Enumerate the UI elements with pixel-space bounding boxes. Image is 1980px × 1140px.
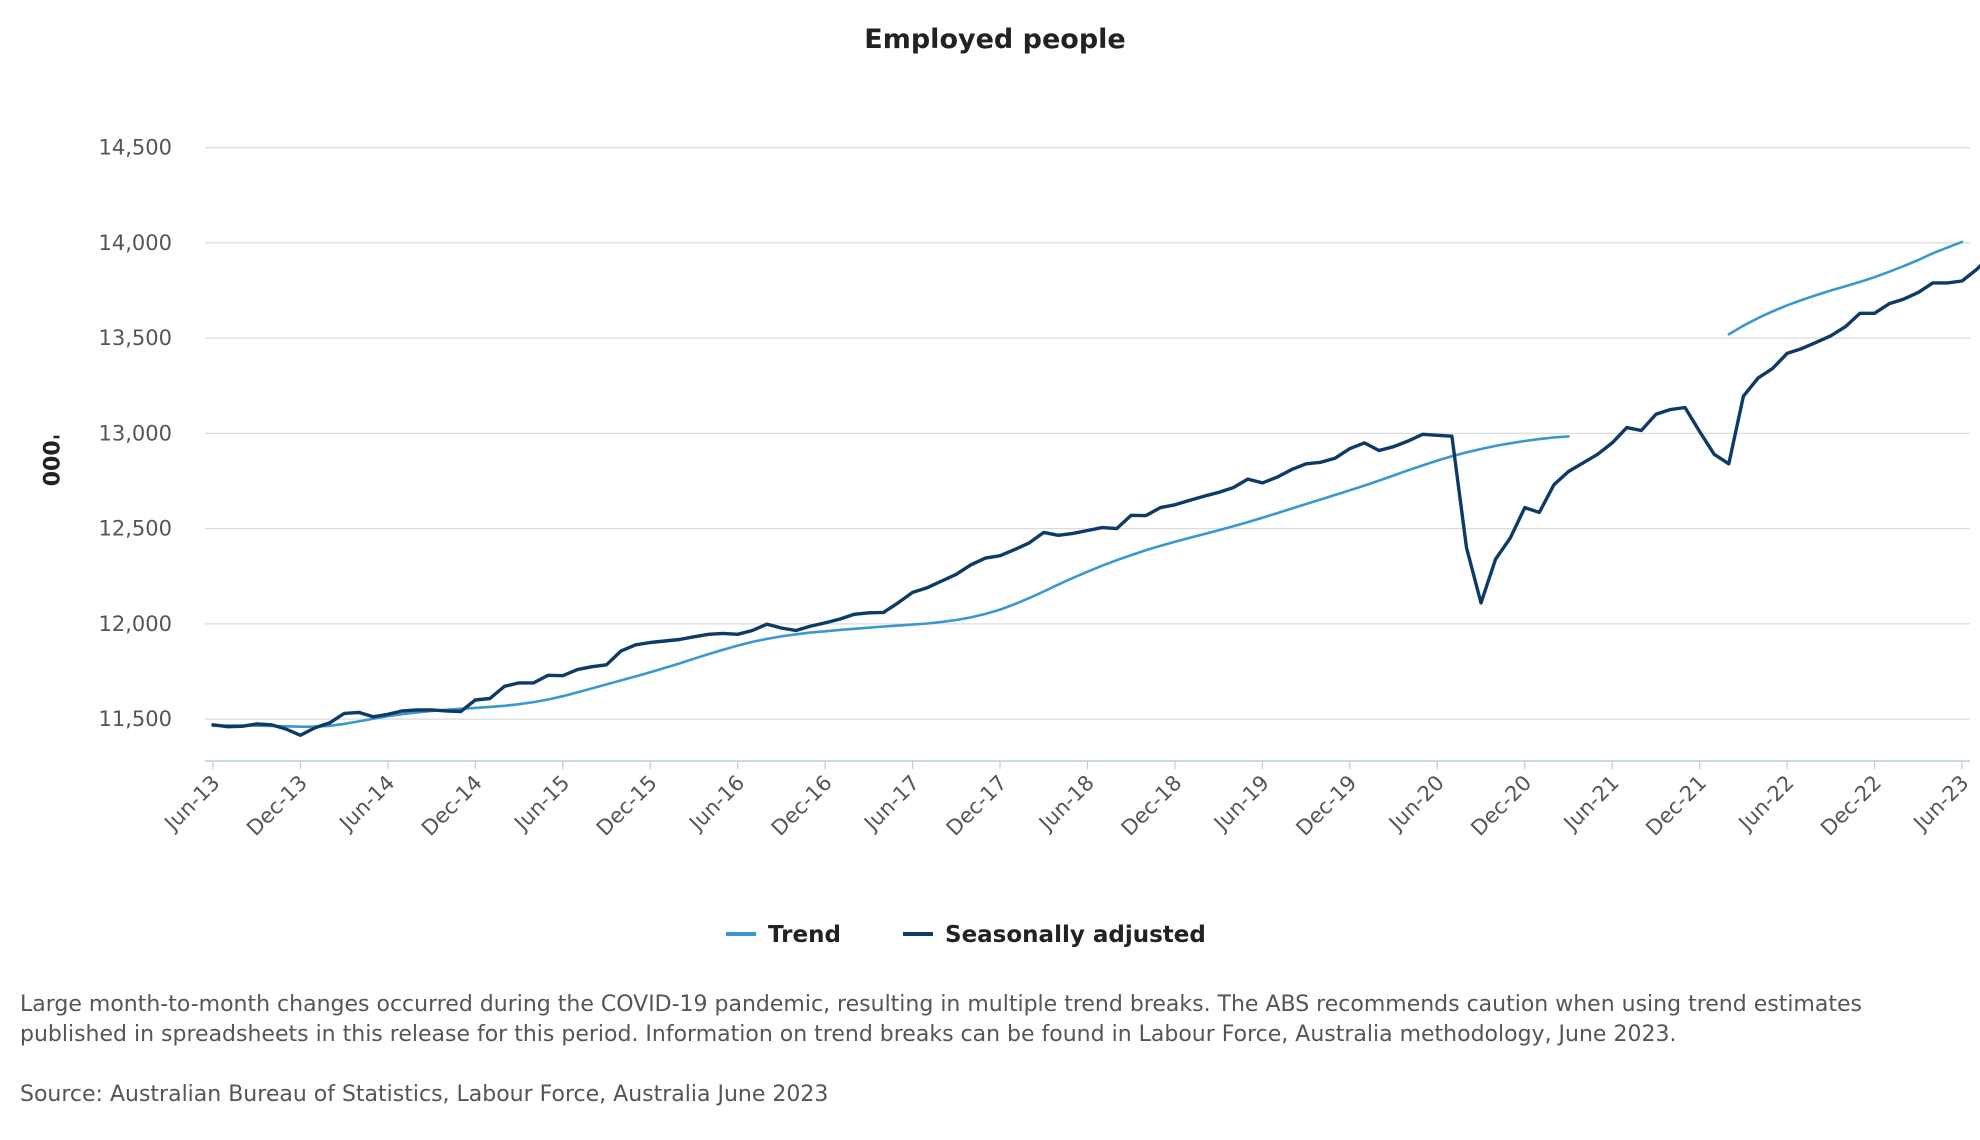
y-tick-label: 14,500 (99, 136, 172, 160)
x-tick-label: Dec-16 (767, 771, 837, 841)
x-tick-label: Jun-16 (683, 771, 749, 837)
x-tick-label: Dec-13 (242, 771, 312, 841)
legend-trend-label[interactable]: Trend (768, 922, 841, 948)
legend-seasonally-adjusted-label[interactable]: Seasonally adjusted (945, 922, 1206, 948)
y-tick-label: 14,000 (99, 231, 172, 255)
x-tick-label: Dec-17 (942, 771, 1012, 841)
x-tick-label: Jun-21 (1558, 771, 1624, 837)
x-tick-label: Jun-15 (508, 771, 574, 837)
x-tick-label: Dec-22 (1816, 771, 1886, 841)
x-tick-label: Jun-18 (1033, 771, 1099, 837)
chart-source: Source: Australian Bureau of Statistics,… (20, 1082, 829, 1107)
chart-title: Employed people (864, 24, 1125, 55)
x-tick-label: Jun-19 (1208, 771, 1274, 837)
legend[interactable]: Trend Seasonally adjusted (726, 922, 1206, 948)
x-tick-label: Jun-14 (334, 771, 400, 837)
gridlines (205, 147, 1970, 720)
x-tick-label: Dec-18 (1117, 771, 1187, 841)
y-tick-label: 11,500 (99, 707, 172, 731)
y-axis-label: '000 (37, 434, 62, 487)
trend-series-line (1727, 240, 1964, 336)
y-tick-label: 13,500 (99, 326, 172, 350)
x-tick-label: Jun-20 (1383, 771, 1449, 837)
y-tick-label: 12,000 (99, 612, 172, 636)
x-tick-label: Jun-23 (1908, 771, 1974, 837)
y-axis-ticks: 11,500 12,000 12,500 13,000 13,500 14,000 14,5… (99, 136, 172, 731)
x-tick-label: Dec-14 (417, 771, 487, 841)
x-tick-label: Dec-20 (1466, 771, 1536, 841)
x-axis-ticks: Jun-13 Dec-13 Jun-14 Dec-14 Jun-15 Dec-15 Jun-… (159, 761, 1974, 841)
seasonally-adjusted-series-line (211, 263, 1980, 737)
chart-footnote: Large month-to-month changes occurred du… (20, 992, 1862, 1047)
x-tick-label: Dec-19 (1291, 771, 1361, 841)
x-tick-label: Dec-21 (1641, 771, 1711, 841)
y-tick-label: 12,500 (99, 517, 172, 541)
trend-series-line (211, 435, 1570, 729)
series-lines (211, 240, 1980, 737)
x-tick-label: Dec-15 (592, 771, 662, 841)
y-tick-label: 13,000 (99, 421, 172, 445)
x-tick-label: Jun-17 (858, 771, 924, 837)
x-tick-label: Jun-22 (1733, 771, 1799, 837)
x-tick-label: Jun-13 (159, 771, 225, 837)
